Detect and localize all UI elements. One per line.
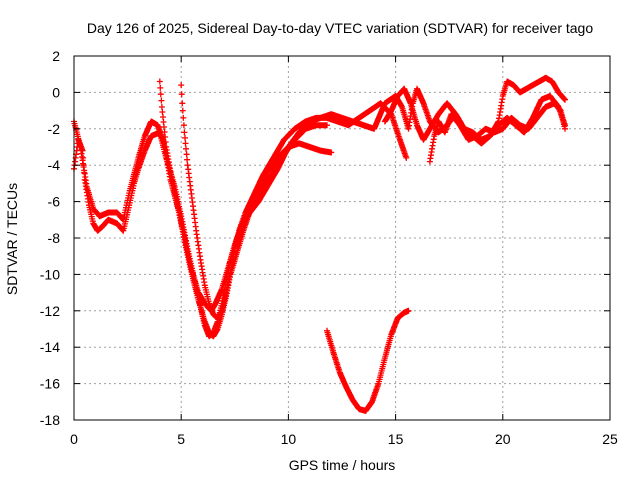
series-markers bbox=[324, 307, 412, 414]
data-series bbox=[156, 78, 330, 340]
x-axis-label: GPS time / hours bbox=[289, 457, 396, 473]
data-layer bbox=[71, 74, 568, 414]
series-markers bbox=[156, 78, 330, 340]
y-tick-label: -12 bbox=[40, 303, 60, 319]
x-tick-label: 0 bbox=[70, 431, 78, 447]
series-markers bbox=[426, 100, 568, 165]
y-tick-label: -14 bbox=[40, 339, 60, 355]
data-series bbox=[178, 82, 410, 322]
axis-ticks: 0 5 10 15 20 25 -18 -16 -14 -12 -10 -8 -6 -4 -2 0 2 bbox=[40, 48, 618, 447]
y-tick-label: 0 bbox=[52, 84, 60, 100]
y-tick-label: -10 bbox=[40, 266, 60, 282]
x-tick-label: 20 bbox=[495, 431, 511, 447]
x-tick-label: 15 bbox=[388, 431, 404, 447]
chart-title: Day 126 of 2025, Sidereal Day-to-day VTE… bbox=[87, 20, 594, 36]
data-series bbox=[324, 307, 412, 414]
y-tick-label: -4 bbox=[48, 157, 61, 173]
y-tick-label: -8 bbox=[48, 230, 61, 246]
y-axis-label: SDTVAR / TECUs bbox=[4, 183, 20, 295]
y-tick-label: -18 bbox=[40, 412, 60, 428]
y-tick-label: -6 bbox=[48, 194, 61, 210]
x-tick-label: 5 bbox=[177, 431, 185, 447]
grid bbox=[74, 56, 610, 420]
y-tick-label: -16 bbox=[40, 376, 60, 392]
series-markers bbox=[178, 82, 410, 322]
x-tick-label: 10 bbox=[281, 431, 297, 447]
x-tick-label: 25 bbox=[602, 431, 618, 447]
y-tick-label: 2 bbox=[52, 48, 60, 64]
data-series bbox=[426, 100, 568, 165]
y-tick-label: -2 bbox=[48, 121, 61, 137]
